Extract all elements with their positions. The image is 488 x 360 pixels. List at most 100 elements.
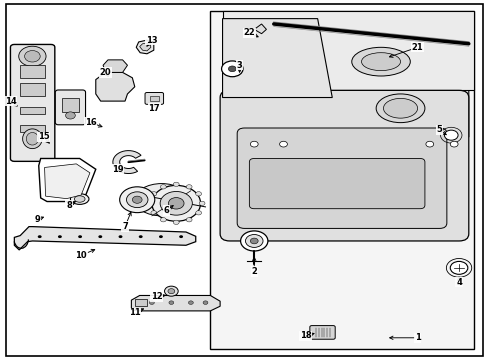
Circle shape (449, 141, 457, 147)
Text: 4: 4 (455, 278, 461, 287)
Circle shape (126, 192, 148, 208)
Circle shape (167, 289, 174, 294)
Ellipse shape (375, 94, 424, 123)
Text: 17: 17 (148, 104, 160, 113)
Ellipse shape (70, 194, 89, 204)
Circle shape (149, 301, 154, 305)
Polygon shape (96, 72, 135, 101)
Circle shape (250, 141, 258, 147)
Text: 18: 18 (299, 332, 311, 341)
Circle shape (24, 50, 40, 62)
Circle shape (188, 301, 193, 305)
FancyBboxPatch shape (145, 93, 163, 104)
Text: 22: 22 (243, 28, 255, 37)
Polygon shape (254, 24, 266, 34)
Polygon shape (14, 226, 195, 250)
Text: 15: 15 (38, 132, 49, 141)
Circle shape (164, 286, 178, 296)
Polygon shape (210, 12, 473, 348)
Circle shape (65, 112, 75, 119)
Circle shape (139, 235, 142, 238)
Circle shape (147, 201, 153, 206)
Ellipse shape (26, 132, 39, 145)
Circle shape (195, 211, 201, 215)
Circle shape (168, 301, 173, 305)
Bar (20, 65, 44, 78)
Text: 12: 12 (150, 292, 163, 301)
Polygon shape (222, 90, 468, 137)
Ellipse shape (74, 196, 85, 202)
Polygon shape (103, 60, 127, 72)
Circle shape (203, 301, 207, 305)
Circle shape (195, 192, 201, 196)
Circle shape (173, 182, 179, 186)
Ellipse shape (22, 129, 42, 149)
Text: 6: 6 (163, 206, 169, 215)
Circle shape (78, 235, 82, 238)
Circle shape (132, 196, 142, 203)
Circle shape (279, 141, 287, 147)
Bar (20, 107, 44, 114)
Circle shape (118, 235, 122, 238)
Circle shape (120, 187, 155, 213)
Circle shape (221, 61, 243, 77)
FancyBboxPatch shape (249, 158, 424, 209)
Circle shape (199, 201, 204, 206)
Circle shape (19, 46, 46, 66)
Circle shape (449, 261, 467, 274)
Circle shape (425, 141, 433, 147)
Text: 21: 21 (411, 43, 423, 52)
Text: 5: 5 (436, 125, 442, 134)
Text: 1: 1 (414, 333, 420, 342)
Circle shape (151, 192, 157, 196)
Circle shape (152, 185, 200, 221)
Text: 7: 7 (122, 222, 128, 231)
Bar (61, 98, 79, 112)
FancyBboxPatch shape (237, 128, 446, 228)
Bar (20, 83, 44, 96)
Circle shape (250, 238, 258, 244)
FancyBboxPatch shape (55, 90, 85, 125)
Bar (150, 96, 158, 101)
Circle shape (186, 217, 192, 222)
Polygon shape (140, 43, 151, 51)
Circle shape (159, 235, 163, 238)
Ellipse shape (135, 184, 188, 216)
Text: 20: 20 (100, 68, 111, 77)
Text: 13: 13 (146, 36, 157, 45)
Text: 3: 3 (236, 61, 242, 70)
Circle shape (240, 231, 267, 251)
Circle shape (228, 66, 236, 72)
Text: 2: 2 (251, 267, 257, 276)
FancyBboxPatch shape (220, 90, 468, 241)
Circle shape (160, 217, 166, 222)
Circle shape (151, 211, 157, 215)
Polygon shape (136, 40, 154, 54)
Polygon shape (222, 19, 331, 98)
Circle shape (38, 235, 41, 238)
Ellipse shape (383, 98, 417, 118)
Circle shape (98, 235, 102, 238)
Text: 10: 10 (75, 251, 87, 260)
Circle shape (160, 185, 166, 189)
Ellipse shape (351, 47, 409, 76)
Circle shape (245, 234, 263, 247)
Circle shape (168, 198, 183, 209)
Text: 11: 11 (129, 308, 141, 317)
Circle shape (160, 192, 192, 215)
Bar (20, 125, 44, 132)
Bar (135, 299, 147, 306)
FancyBboxPatch shape (309, 325, 334, 339)
Text: 9: 9 (34, 215, 40, 224)
Circle shape (58, 235, 61, 238)
Polygon shape (39, 158, 96, 202)
Circle shape (186, 185, 192, 189)
Circle shape (179, 235, 183, 238)
Circle shape (444, 130, 457, 140)
Text: 8: 8 (66, 201, 72, 210)
Polygon shape (222, 12, 473, 90)
Polygon shape (113, 150, 141, 174)
Text: 16: 16 (85, 118, 97, 127)
Polygon shape (131, 296, 220, 311)
FancyBboxPatch shape (10, 44, 55, 161)
